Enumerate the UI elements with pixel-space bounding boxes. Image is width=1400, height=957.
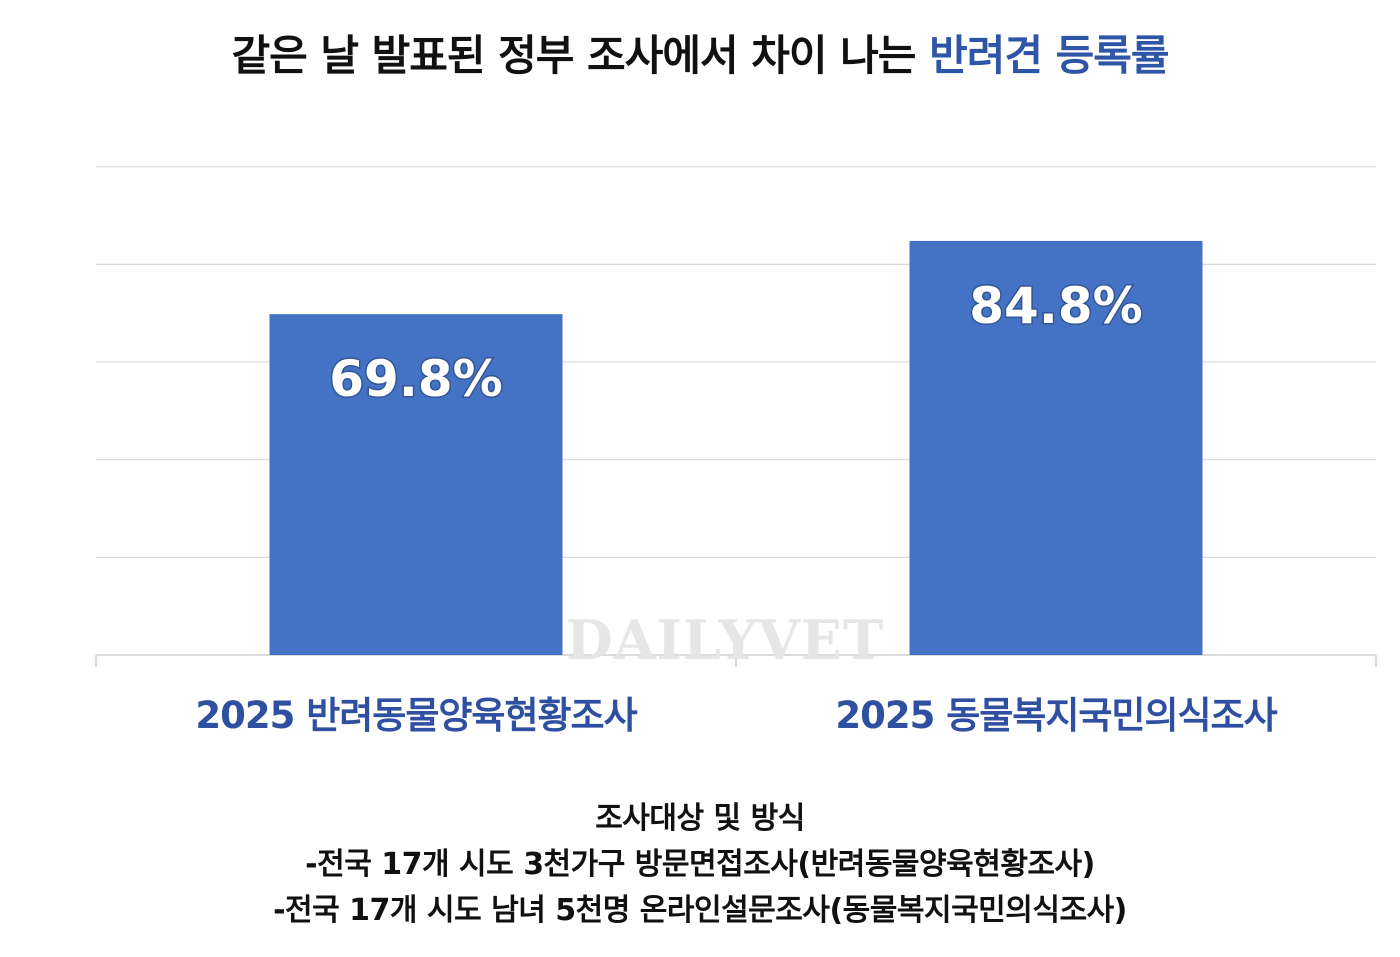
survey-notes-line: -전국 17개 시도 남녀 5천명 온라인설문조사(동물복지국민의식조사) bbox=[273, 893, 1127, 928]
x-tick-label: 2025 반려동물양육현황조사 bbox=[195, 694, 637, 737]
x-tick-label: 2025 동물복지국민의식조사 bbox=[835, 694, 1277, 737]
watermark-logo: DAILYVET bbox=[565, 608, 885, 672]
chart-title: 같은 날 발표된 정부 조사에서 차이 나는 반려견 등록률 bbox=[0, 22, 1400, 83]
bar bbox=[909, 240, 1203, 655]
bar-value-label: 69.8% bbox=[329, 350, 502, 408]
bar bbox=[269, 314, 563, 655]
survey-notes-line: -전국 17개 시도 3천가구 방문면접조사(반려동물양육현황조사) bbox=[305, 847, 1095, 882]
survey-notes: 조사대상 및 방식 -전국 17개 시도 3천가구 방문면접조사(반려동물양육현… bbox=[0, 796, 1400, 934]
chart-title-highlight: 반려견 등록률 bbox=[929, 31, 1169, 80]
bar-chart: 69.8% 2025 반려동물양육현황조사 84.8% 2025 동물복지국민의식조사 bbox=[95, 166, 1377, 737]
survey-notes-heading: 조사대상 및 방식 bbox=[595, 801, 805, 836]
chart-title-prefix: 같은 날 발표된 정부 조사에서 차이 나는 bbox=[231, 31, 930, 80]
bar-value-label: 84.8% bbox=[969, 277, 1142, 335]
